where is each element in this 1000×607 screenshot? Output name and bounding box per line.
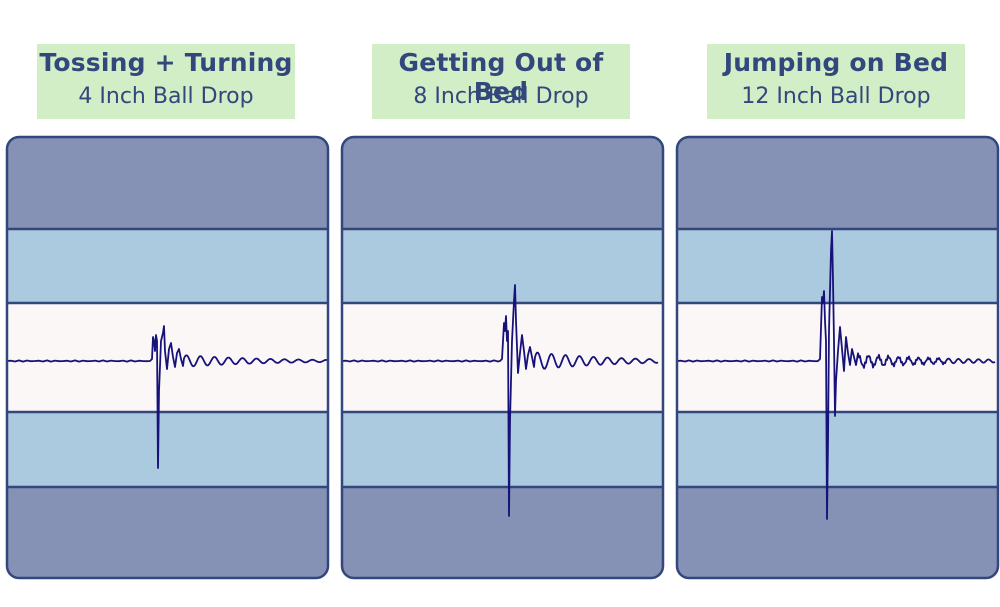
- band-lower-middle: [677, 412, 998, 487]
- vibration-trace-line: [342, 284, 659, 517]
- vibration-trace-line: [677, 230, 996, 520]
- panel-jumping-on-bed: Jumping on Bed 12 Inch Ball Drop: [670, 0, 1000, 607]
- panel-title: Tossing + Turning: [39, 48, 293, 77]
- panel-tossing-turning: Tossing + Turning 4 Inch Ball Drop: [0, 0, 330, 607]
- band-upper-middle: [342, 229, 663, 303]
- chart-1-svg: [340, 135, 665, 580]
- chart-2-svg: [675, 135, 1000, 580]
- vibration-trace-line: [7, 325, 328, 469]
- chart-frame-border: [340, 135, 665, 580]
- band-top-outer: [677, 137, 998, 229]
- panel-title: Getting Out of Bed: [398, 48, 604, 106]
- band-upper-middle: [677, 229, 998, 303]
- panel-getting-out-of-bed: Getting Out of Bed 8 Inch Ball Drop: [335, 0, 665, 607]
- panel-subtitle: 4 Inch Ball Drop: [78, 84, 254, 109]
- panel-label-box: Tossing + Turning 4 Inch Ball Drop: [37, 44, 295, 119]
- panel-label-box: Jumping on Bed 12 Inch Ball Drop: [707, 44, 965, 119]
- band-bottom-outer: [7, 487, 328, 578]
- panel-subtitle: 8 Inch Ball Drop: [413, 84, 589, 109]
- band-bottom-outer: [677, 487, 998, 578]
- band-top-outer: [342, 137, 663, 229]
- panel-subtitle: 12 Inch Ball Drop: [741, 84, 931, 109]
- band-bottom-outer: [342, 487, 663, 578]
- band-top-outer: [7, 137, 328, 229]
- panel-title: Jumping on Bed: [723, 48, 949, 77]
- band-lower-middle: [7, 412, 328, 487]
- chart-0-svg: [5, 135, 330, 580]
- chart-frame-border: [5, 135, 330, 580]
- band-lower-middle: [342, 412, 663, 487]
- panel-label-box: Getting Out of Bed 8 Inch Ball Drop: [372, 44, 630, 119]
- chart-frame-border: [675, 135, 1000, 580]
- band-upper-middle: [7, 229, 328, 303]
